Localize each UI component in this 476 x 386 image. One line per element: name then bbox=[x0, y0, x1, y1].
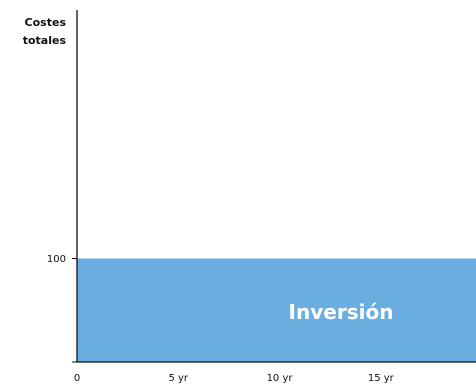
area-layer bbox=[77, 258, 476, 362]
tick-layer: 100 0 5 yr 10 yr 15 yr bbox=[47, 254, 395, 384]
x-tick-label-0: 0 bbox=[74, 373, 80, 384]
series-label-investment: Inversión bbox=[289, 300, 394, 324]
x-tick-label-3: 15 yr bbox=[368, 373, 395, 384]
axes-layer bbox=[76, 10, 476, 363]
x-tick-label-1: 5 yr bbox=[168, 373, 188, 384]
x-tick-label-2: 10 yr bbox=[267, 373, 294, 384]
area-series-0 bbox=[77, 258, 476, 362]
y-axis-label-line2: totales bbox=[23, 34, 67, 47]
y-axis-label-line1: Costes bbox=[25, 16, 67, 29]
y-tick-label-1: 100 bbox=[47, 254, 66, 265]
